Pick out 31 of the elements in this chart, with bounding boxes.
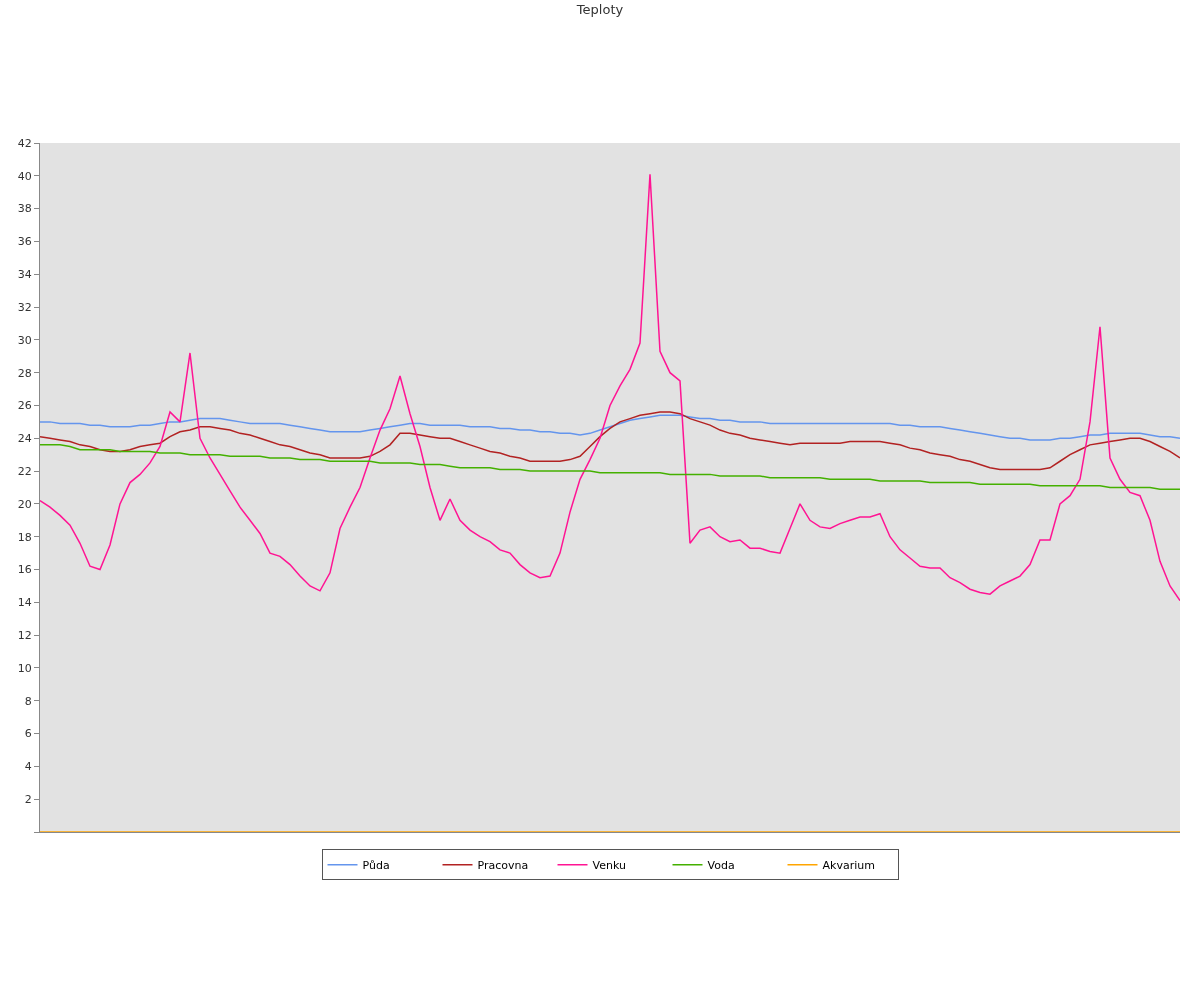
legend-label: Voda — [707, 859, 735, 873]
y-tick-label: 24 — [17, 432, 32, 446]
y-tick-label: 36 — [17, 235, 32, 249]
y-tick-label: 12 — [17, 628, 32, 642]
legend-label: Půda — [362, 859, 390, 873]
y-tick-label: 20 — [17, 497, 32, 511]
y-tick-label: 22 — [17, 464, 32, 478]
y-tick-label: 28 — [17, 366, 32, 380]
y-tick-label: 14 — [17, 596, 32, 610]
line-series — [40, 173, 1180, 602]
y-tick-label: 34 — [17, 268, 32, 282]
y-tick-label: 26 — [17, 399, 32, 413]
y-tick-label: 40 — [17, 169, 32, 183]
y-tick-label: 4 — [24, 760, 32, 774]
y-tick-label: 10 — [17, 661, 32, 675]
y-tick-label: 8 — [24, 694, 32, 708]
line-series — [40, 444, 1180, 490]
y-tick-label: 32 — [17, 300, 32, 314]
y-tick-label: 18 — [17, 530, 32, 544]
legend-label: Pracovna — [477, 859, 529, 873]
y-tick-label: 2 — [24, 793, 32, 807]
legend-label: Venku — [592, 859, 626, 873]
legend-label: Akvarium — [822, 859, 875, 873]
y-tick-label: 42 — [17, 136, 32, 150]
y-tick-label: 16 — [17, 563, 32, 577]
line-series — [40, 411, 1180, 471]
chart-title: Teploty — [575, 2, 624, 18]
y-tick-label: 38 — [17, 202, 32, 216]
line-series — [40, 414, 1180, 441]
y-tick-label: 30 — [17, 333, 32, 347]
y-tick-label: 6 — [24, 727, 32, 741]
